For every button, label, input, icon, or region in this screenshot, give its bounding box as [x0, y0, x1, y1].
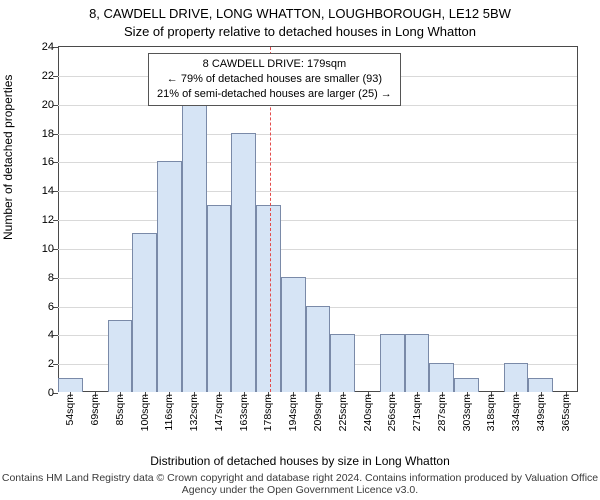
histogram-bar	[231, 133, 256, 393]
histogram-bar	[207, 205, 232, 392]
histogram-bar	[58, 378, 83, 392]
histogram-bar	[380, 334, 405, 392]
ytick-label: 0	[24, 387, 54, 399]
xtick-label: 163sqm	[238, 394, 250, 431]
xtick-label: 194sqm	[287, 394, 299, 431]
x-axis-label: Distribution of detached houses by size …	[0, 454, 600, 468]
xtick-label: 334sqm	[510, 394, 522, 431]
annotation-box: 8 CAWDELL DRIVE: 179sqm ← 79% of detache…	[148, 53, 401, 106]
ytick-label: 6	[24, 301, 54, 313]
histogram-bar	[157, 161, 182, 392]
xtick-label: 303sqm	[461, 394, 473, 431]
histogram-bar	[182, 104, 207, 392]
gridline	[58, 220, 577, 221]
xtick-label: 349sqm	[535, 394, 547, 431]
ytick-label: 12	[24, 214, 54, 226]
xtick-label: 69sqm	[89, 394, 101, 426]
annotation-line1: 8 CAWDELL DRIVE: 179sqm	[157, 57, 392, 72]
xtick-label: 178sqm	[262, 394, 274, 431]
xtick-label: 116sqm	[163, 394, 175, 431]
histogram-bar	[405, 334, 430, 392]
xtick-label: 287sqm	[436, 394, 448, 431]
gridline	[58, 134, 577, 135]
ytick-label: 14	[24, 185, 54, 197]
xtick-label: 240sqm	[362, 394, 374, 431]
xtick-label: 100sqm	[139, 394, 151, 431]
gridline	[58, 162, 577, 163]
annotation-line3: 21% of semi-detached houses are larger (…	[157, 87, 392, 102]
histogram-bar	[108, 320, 133, 392]
chart-container: 8, CAWDELL DRIVE, LONG WHATTON, LOUGHBOR…	[0, 0, 600, 500]
ytick-label: 24	[24, 41, 54, 53]
plot-area: 8 CAWDELL DRIVE: 179sqm ← 79% of detache…	[58, 46, 578, 392]
ytick-label: 18	[24, 128, 54, 140]
gridline	[58, 191, 577, 192]
xtick-label: 271sqm	[411, 394, 423, 431]
ytick-label: 16	[24, 156, 54, 168]
histogram-bar	[429, 363, 454, 392]
xtick-label: 365sqm	[560, 394, 572, 431]
xtick-label: 256sqm	[386, 394, 398, 431]
histogram-bar	[454, 378, 479, 392]
y-axis-label: Number of detached properties	[1, 75, 15, 240]
histogram-bar	[528, 378, 553, 392]
xtick-label: 209sqm	[312, 394, 324, 431]
footer-attribution: Contains HM Land Registry data © Crown c…	[0, 472, 600, 496]
ytick-label: 4	[24, 329, 54, 341]
histogram-bar	[330, 334, 355, 392]
histogram-bar	[504, 363, 529, 392]
histogram-bar	[281, 277, 306, 392]
chart-title-sub: Size of property relative to detached ho…	[0, 24, 600, 39]
chart-title-main: 8, CAWDELL DRIVE, LONG WHATTON, LOUGHBOR…	[0, 6, 600, 21]
xtick-label: 54sqm	[64, 394, 76, 426]
xtick-label: 225sqm	[337, 394, 349, 431]
ytick-label: 8	[24, 272, 54, 284]
annotation-line2: ← 79% of detached houses are smaller (93…	[157, 72, 392, 87]
xtick-label: 147sqm	[213, 394, 225, 431]
xtick-label: 318sqm	[485, 394, 497, 431]
histogram-bar	[306, 306, 331, 393]
histogram-bar	[256, 205, 281, 392]
ytick-label: 22	[24, 70, 54, 82]
ytick-label: 20	[24, 99, 54, 111]
ytick-label: 2	[24, 358, 54, 370]
ytick-label: 10	[24, 243, 54, 255]
histogram-bar	[132, 233, 157, 392]
xtick-label: 132sqm	[188, 394, 200, 431]
xtick-label: 85sqm	[114, 394, 126, 426]
